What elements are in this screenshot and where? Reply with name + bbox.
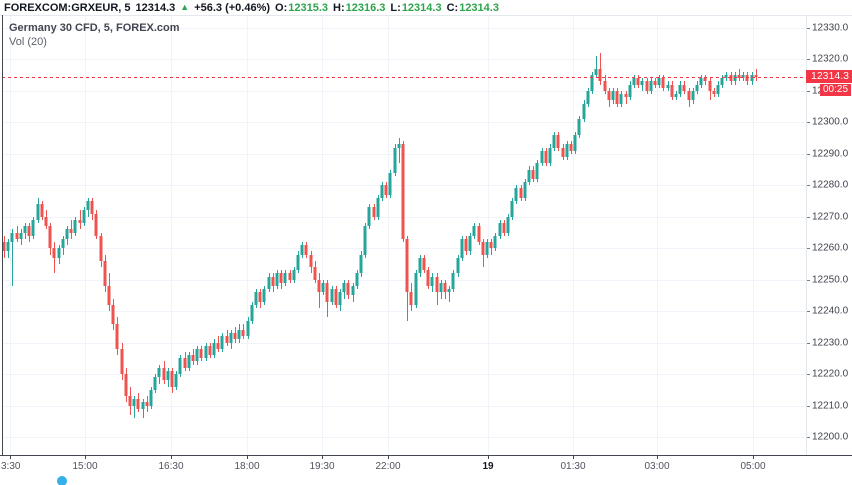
open-quote: O:12315.3 [275, 1, 329, 14]
price-tick-label: 12280.0 [812, 179, 849, 191]
tradingview-logo-dot[interactable] [57, 476, 67, 485]
price-tick-label: 12290.0 [812, 148, 849, 160]
price-tick-label: 12250.0 [812, 274, 849, 286]
high-quote: H:12316.3 [333, 1, 386, 14]
time-tick-label: 15:00 [72, 461, 98, 472]
chart-bottom-border [0, 455, 852, 456]
price-axis-separator [806, 16, 807, 455]
price-tick-label: 12330.0 [812, 22, 849, 34]
legend-series-title[interactable]: Germany 30 CFD, 5, FOREX.com [9, 22, 180, 34]
time-tick-label: 19:30 [309, 461, 335, 472]
price-tick-label: 12200.0 [812, 431, 849, 443]
price-change: +56.3 (+0.46%) [194, 1, 271, 14]
chart-legend: Germany 30 CFD, 5, FOREX.com Vol (20) [9, 21, 180, 49]
price-tick-label: 12240.0 [812, 305, 849, 317]
price-tick-label: 12230.0 [812, 337, 849, 349]
time-tick-label: 22:00 [375, 461, 401, 472]
price-tick-label: 12300.0 [812, 116, 849, 128]
low-quote: L:12314.3 [390, 1, 442, 14]
time-tick-label: 18:00 [234, 461, 260, 472]
time-tick-label: 01:30 [560, 461, 586, 472]
price-tick-label: 12220.0 [812, 368, 849, 380]
time-tick-label: 3:30 [1, 461, 21, 472]
price-tick-label: 12260.0 [812, 242, 849, 254]
up-arrow-icon: ▲ [180, 2, 190, 12]
last-price-badge: 12314.3 [806, 70, 852, 83]
symbol-interval[interactable]: FOREXCOM:GRXEUR, 5 [4, 1, 131, 14]
price-tick-label: 12270.0 [812, 211, 849, 223]
chart-top-border [0, 15, 852, 16]
close-quote: C:12314.3 [446, 1, 499, 14]
bar-countdown-badge: 00:25 [820, 84, 851, 96]
time-tick-label: 19 [482, 461, 494, 472]
time-tick-label: 05:00 [740, 461, 766, 472]
time-tick-label: 03:00 [644, 461, 670, 472]
time-tick-label: 16:30 [158, 461, 184, 472]
quote-header[interactable]: FOREXCOM:GRXEUR, 5 12314.3 ▲ +56.3 (+0.4… [4, 0, 499, 15]
price-tick-label: 12210.0 [812, 400, 849, 412]
price-tick-label: 12320.0 [812, 53, 849, 65]
legend-volume-indicator[interactable]: Vol (20) [9, 36, 47, 48]
chart-left-border [2, 15, 3, 455]
last-price: 12314.3 [135, 1, 176, 14]
